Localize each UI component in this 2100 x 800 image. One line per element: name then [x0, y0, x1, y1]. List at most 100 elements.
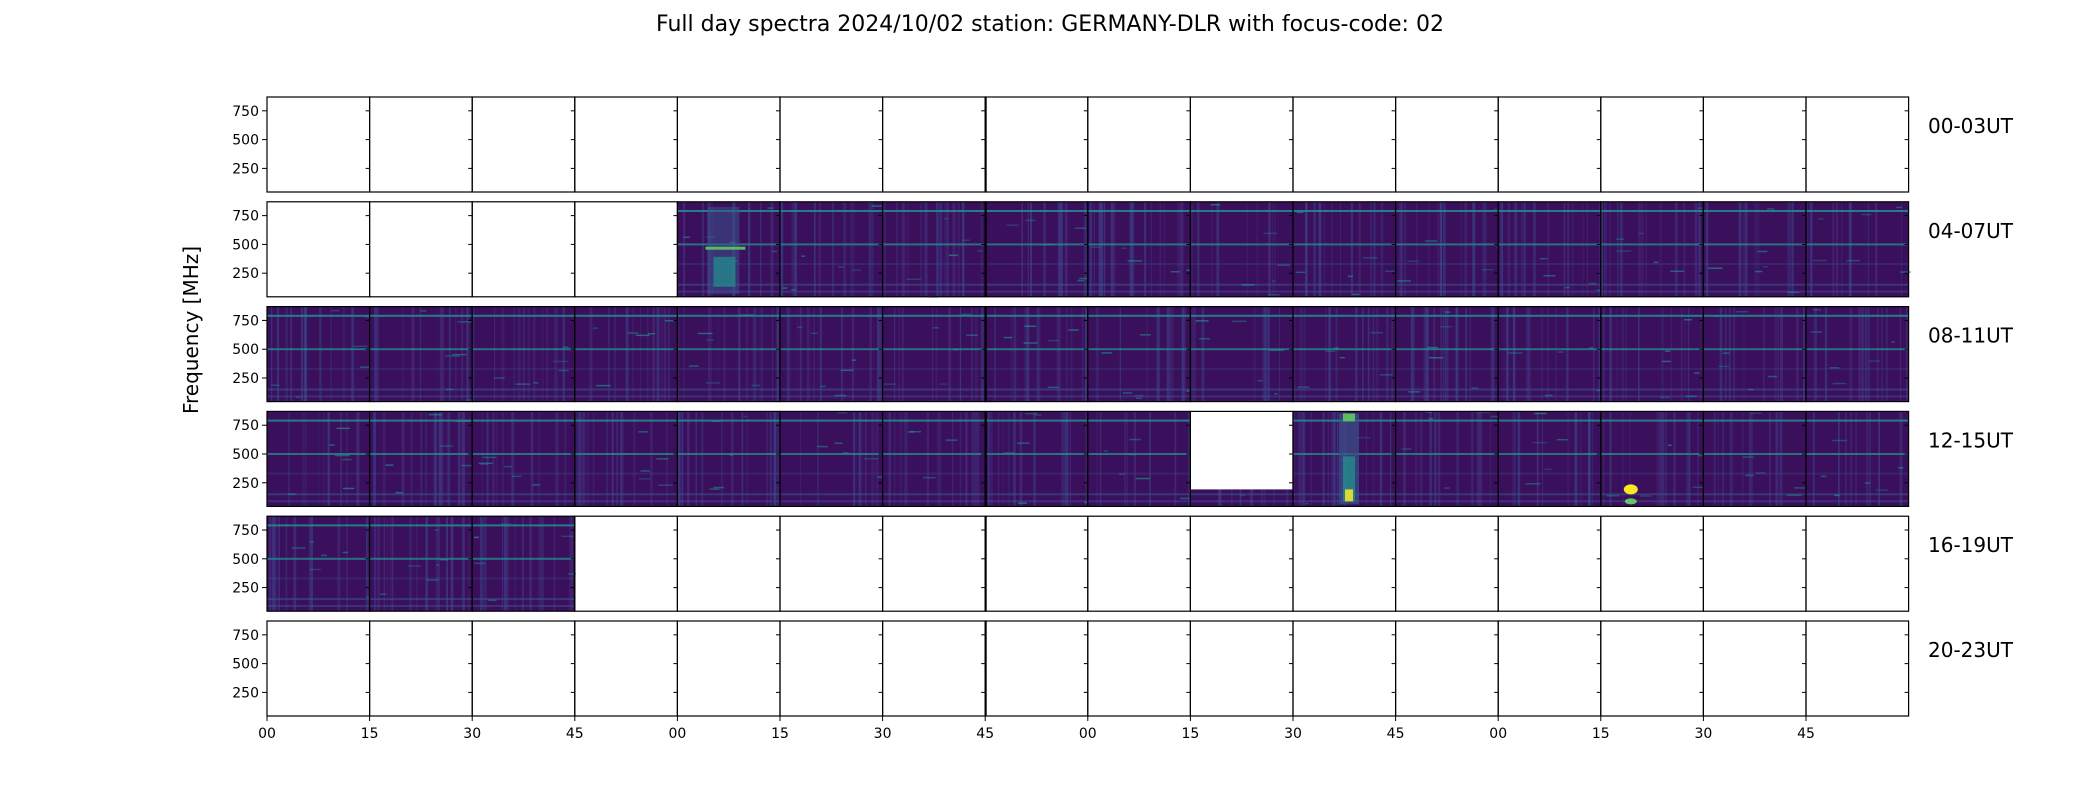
spectrum-panel — [1292, 306, 1397, 403]
panel-frame — [1600, 620, 1705, 717]
x-tick-label: 30 — [1284, 726, 1302, 742]
row-label: 16-19UT — [1928, 533, 2014, 557]
panel-frame — [266, 201, 371, 298]
spectrum-panel — [471, 96, 576, 193]
y-tick-label: 250 — [232, 371, 259, 387]
y-tick-label: 750 — [232, 523, 259, 539]
panel-frame — [779, 515, 884, 612]
spectrum-panel — [266, 306, 372, 403]
spectrum-panel — [1702, 515, 1807, 612]
panel-frame — [1394, 96, 1499, 193]
spectrum-panel — [574, 96, 678, 193]
y-tick-label: 250 — [232, 685, 259, 701]
y-tick-label: 500 — [232, 447, 259, 463]
spectrum-panel — [1189, 620, 1294, 717]
spectrum-panel — [1189, 201, 1294, 298]
spectrum-panel — [984, 620, 1089, 717]
spectrum-panel — [1600, 201, 1705, 298]
spectrum-panel — [1087, 96, 1192, 193]
spectrum-panel — [1702, 306, 1807, 403]
spectrum-panel — [676, 620, 781, 717]
y-tick-label: 250 — [232, 266, 259, 282]
spectrum-panel — [779, 620, 884, 717]
panel-frame — [471, 201, 576, 298]
panel-frame — [676, 96, 781, 193]
panel-frame — [1497, 96, 1602, 193]
panel-frame — [1087, 620, 1192, 717]
spectrum-panel — [1805, 620, 1910, 717]
panel-frame — [266, 620, 371, 717]
spectrum-panel — [1087, 306, 1200, 403]
spectrum-panel — [471, 620, 576, 717]
spectrum-panel — [881, 96, 986, 193]
row-20-23UT: 750 500 250 20-23UT — [232, 620, 2014, 717]
spectrum-panel — [676, 201, 781, 298]
spectrum-panel — [984, 96, 1089, 193]
panel-frame — [779, 96, 884, 193]
y-tick-label: 250 — [232, 476, 259, 492]
spectrum-panel — [1702, 96, 1807, 193]
spectrum-panel — [1600, 96, 1705, 193]
spectrum-panel — [1497, 306, 1610, 403]
row-label: 04-07UT — [1928, 219, 2014, 243]
panel-frame — [471, 620, 576, 717]
spectrum-panel — [266, 201, 371, 298]
x-tick-label: 45 — [976, 726, 994, 742]
panel-frame — [266, 96, 371, 193]
spectrum-panel — [1805, 201, 1911, 298]
spectrum-panel — [369, 515, 473, 612]
spectrum-panel — [1087, 410, 1194, 507]
spectrum-panel — [266, 515, 371, 612]
spectrum-panel — [574, 620, 678, 717]
y-tick-label: 500 — [232, 237, 259, 253]
row-label: 08-11UT — [1928, 324, 2014, 348]
spectrum-panel — [1394, 201, 1503, 298]
x-tick-label: 00 — [668, 726, 686, 742]
panel-frame — [1292, 620, 1397, 717]
row-04-07UT: 750 500 250 04-07UT — [232, 201, 2014, 298]
panel-frame — [369, 201, 473, 298]
spectrum-panel — [1497, 620, 1602, 717]
spectrum-panel — [676, 515, 781, 612]
panel-frame — [574, 201, 678, 298]
spectrum-panel — [1292, 410, 1397, 507]
panel-frame — [1702, 96, 1807, 193]
spectrum-panel — [1600, 410, 1711, 507]
spectrum-panel — [1497, 515, 1602, 612]
spectrum-panel — [266, 620, 371, 717]
spectrum-panel — [1497, 410, 1611, 507]
panel-frame — [881, 96, 986, 193]
spectrum-panel — [369, 96, 473, 193]
x-tick-label: 15 — [1181, 726, 1199, 742]
spectrum-panel — [574, 410, 678, 507]
spectrum-panel — [471, 306, 576, 403]
spectrum-panel — [984, 306, 1089, 403]
panel-frame — [1805, 306, 1910, 403]
panel-frame — [1805, 410, 1910, 507]
panel-frame — [1394, 620, 1499, 717]
panel-frame — [1600, 515, 1705, 612]
panel-frame — [1702, 620, 1807, 717]
x-tick-label: 00 — [258, 726, 276, 742]
panel-frame — [574, 620, 678, 717]
spectrum-panel — [1497, 201, 1613, 298]
panel-frame — [369, 96, 473, 193]
spectrum-panel — [676, 306, 781, 403]
spectrum-panel — [1292, 201, 1397, 298]
spectrum-panel — [1702, 620, 1807, 717]
spectrum-panel — [1189, 515, 1294, 612]
spectrum-panel — [1805, 96, 1910, 193]
x-tick-label: 30 — [463, 726, 481, 742]
spectrum-panel — [574, 201, 678, 298]
spectrum-panel — [881, 201, 987, 298]
panel-frame — [1702, 515, 1807, 612]
panel-frame — [1600, 96, 1705, 193]
y-tick-label: 750 — [232, 418, 259, 434]
x-tick-label: 00 — [1489, 726, 1507, 742]
y-tick-label: 750 — [232, 209, 259, 225]
panel-frame — [1805, 201, 1910, 298]
spectrum-panel — [1394, 410, 1503, 507]
panel-frame — [1087, 96, 1192, 193]
panel-frame — [1805, 515, 1910, 612]
